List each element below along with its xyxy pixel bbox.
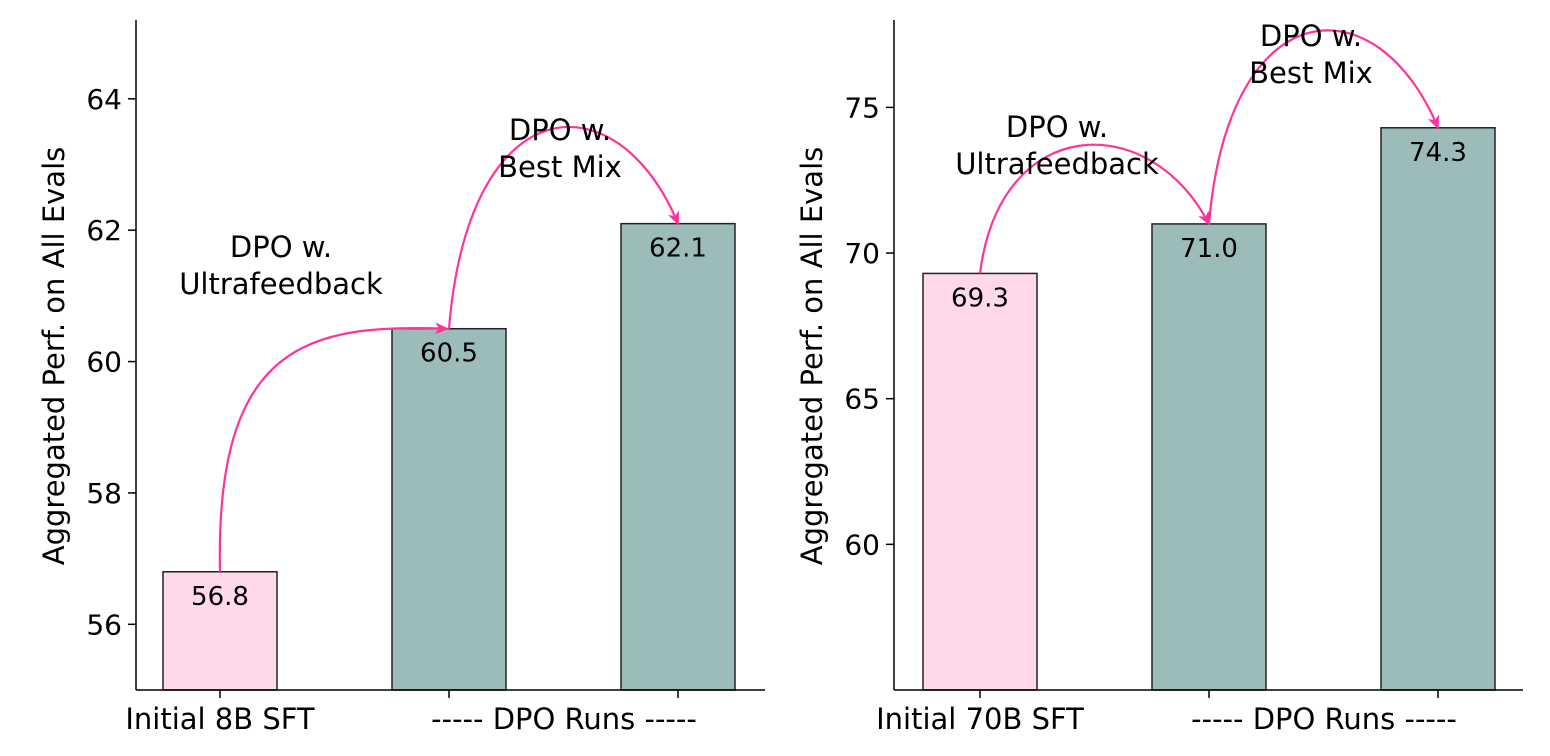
annotation-8b-1-line-0: DPO w. — [509, 113, 611, 147]
y-axis-8b: 56 58 60 62 64 — [86, 20, 137, 690]
y-axis-label-70b: Aggregated Perf. on All Evals — [795, 147, 829, 566]
bar-value-label-70b-1: 71.0 — [1180, 234, 1238, 264]
x-axis-8b — [136, 689, 765, 698]
bar-70b-1 — [1151, 223, 1267, 691]
arrow-70b-1 — [1207, 29, 1440, 225]
arrow-70b-0 — [978, 143, 1210, 274]
arrow-8b-1 — [447, 125, 680, 329]
y-axis-70b: 60 65 70 75 — [844, 20, 895, 690]
arrows-8b — [218, 125, 680, 572]
annotation-8b-0-line-1: Ultrafeedback — [179, 267, 383, 301]
bar-value-label-8b-1: 60.5 — [420, 339, 478, 369]
annotation-70b-1-line-1: Best Mix — [1249, 56, 1373, 90]
annotation-70b-0-line-0: DPO w. — [1006, 110, 1108, 144]
annotation-8b-0-line-0: DPO w. — [230, 230, 332, 264]
y-tick-label-70b-2: 70 — [844, 237, 880, 270]
bar-labels-70b: 69.3 71.0 74.3 — [951, 138, 1467, 314]
y-tick-label-8b-2: 60 — [86, 346, 122, 379]
arrow-8b-0 — [218, 322, 449, 572]
bar-8b-1 — [391, 327, 507, 691]
annotation-70b-0-line-1: Ultrafeedback — [955, 147, 1159, 181]
x-label-initial-8b: Initial 8B SFT — [125, 702, 315, 736]
x-label-initial-70b: Initial 70B SFT — [876, 702, 1084, 736]
x-axis-70b — [894, 689, 1523, 698]
annotation-8b-1-line-1: Best Mix — [498, 150, 622, 184]
y-tick-label-8b-3: 62 — [86, 214, 122, 247]
x-label-dpo-runs-8b: ----- DPO Runs ----- — [431, 702, 697, 736]
arrows-70b — [978, 29, 1440, 274]
y-tick-label-8b-0: 56 — [86, 608, 122, 641]
y-tick-label-8b-4: 64 — [86, 83, 122, 116]
bar-value-label-70b-2: 74.3 — [1409, 138, 1467, 168]
bar-70b-2 — [1380, 127, 1496, 691]
y-tick-label-70b-1: 65 — [844, 383, 880, 416]
y-tick-label-70b-0: 60 — [844, 528, 880, 561]
y-tick-label-70b-3: 75 — [844, 91, 880, 124]
bar-labels-8b: 56.8 60.5 62.1 — [191, 234, 707, 612]
annotation-70b-1-line-0: DPO w. — [1260, 19, 1362, 53]
bar-8b-2 — [620, 222, 736, 691]
bar-value-label-8b-0: 56.8 — [191, 582, 249, 612]
bars-70b — [922, 127, 1496, 691]
bar-70b-0 — [922, 272, 1038, 691]
bar-value-label-8b-2: 62.1 — [649, 234, 707, 264]
y-axis-label-8b: Aggregated Perf. on All Evals — [37, 147, 71, 566]
y-tick-label-8b-1: 58 — [86, 477, 122, 510]
x-label-dpo-runs-70b: ----- DPO Runs ----- — [1191, 702, 1457, 736]
bar-value-label-70b-0: 69.3 — [951, 283, 1009, 313]
bar-8b-0 — [162, 571, 278, 691]
